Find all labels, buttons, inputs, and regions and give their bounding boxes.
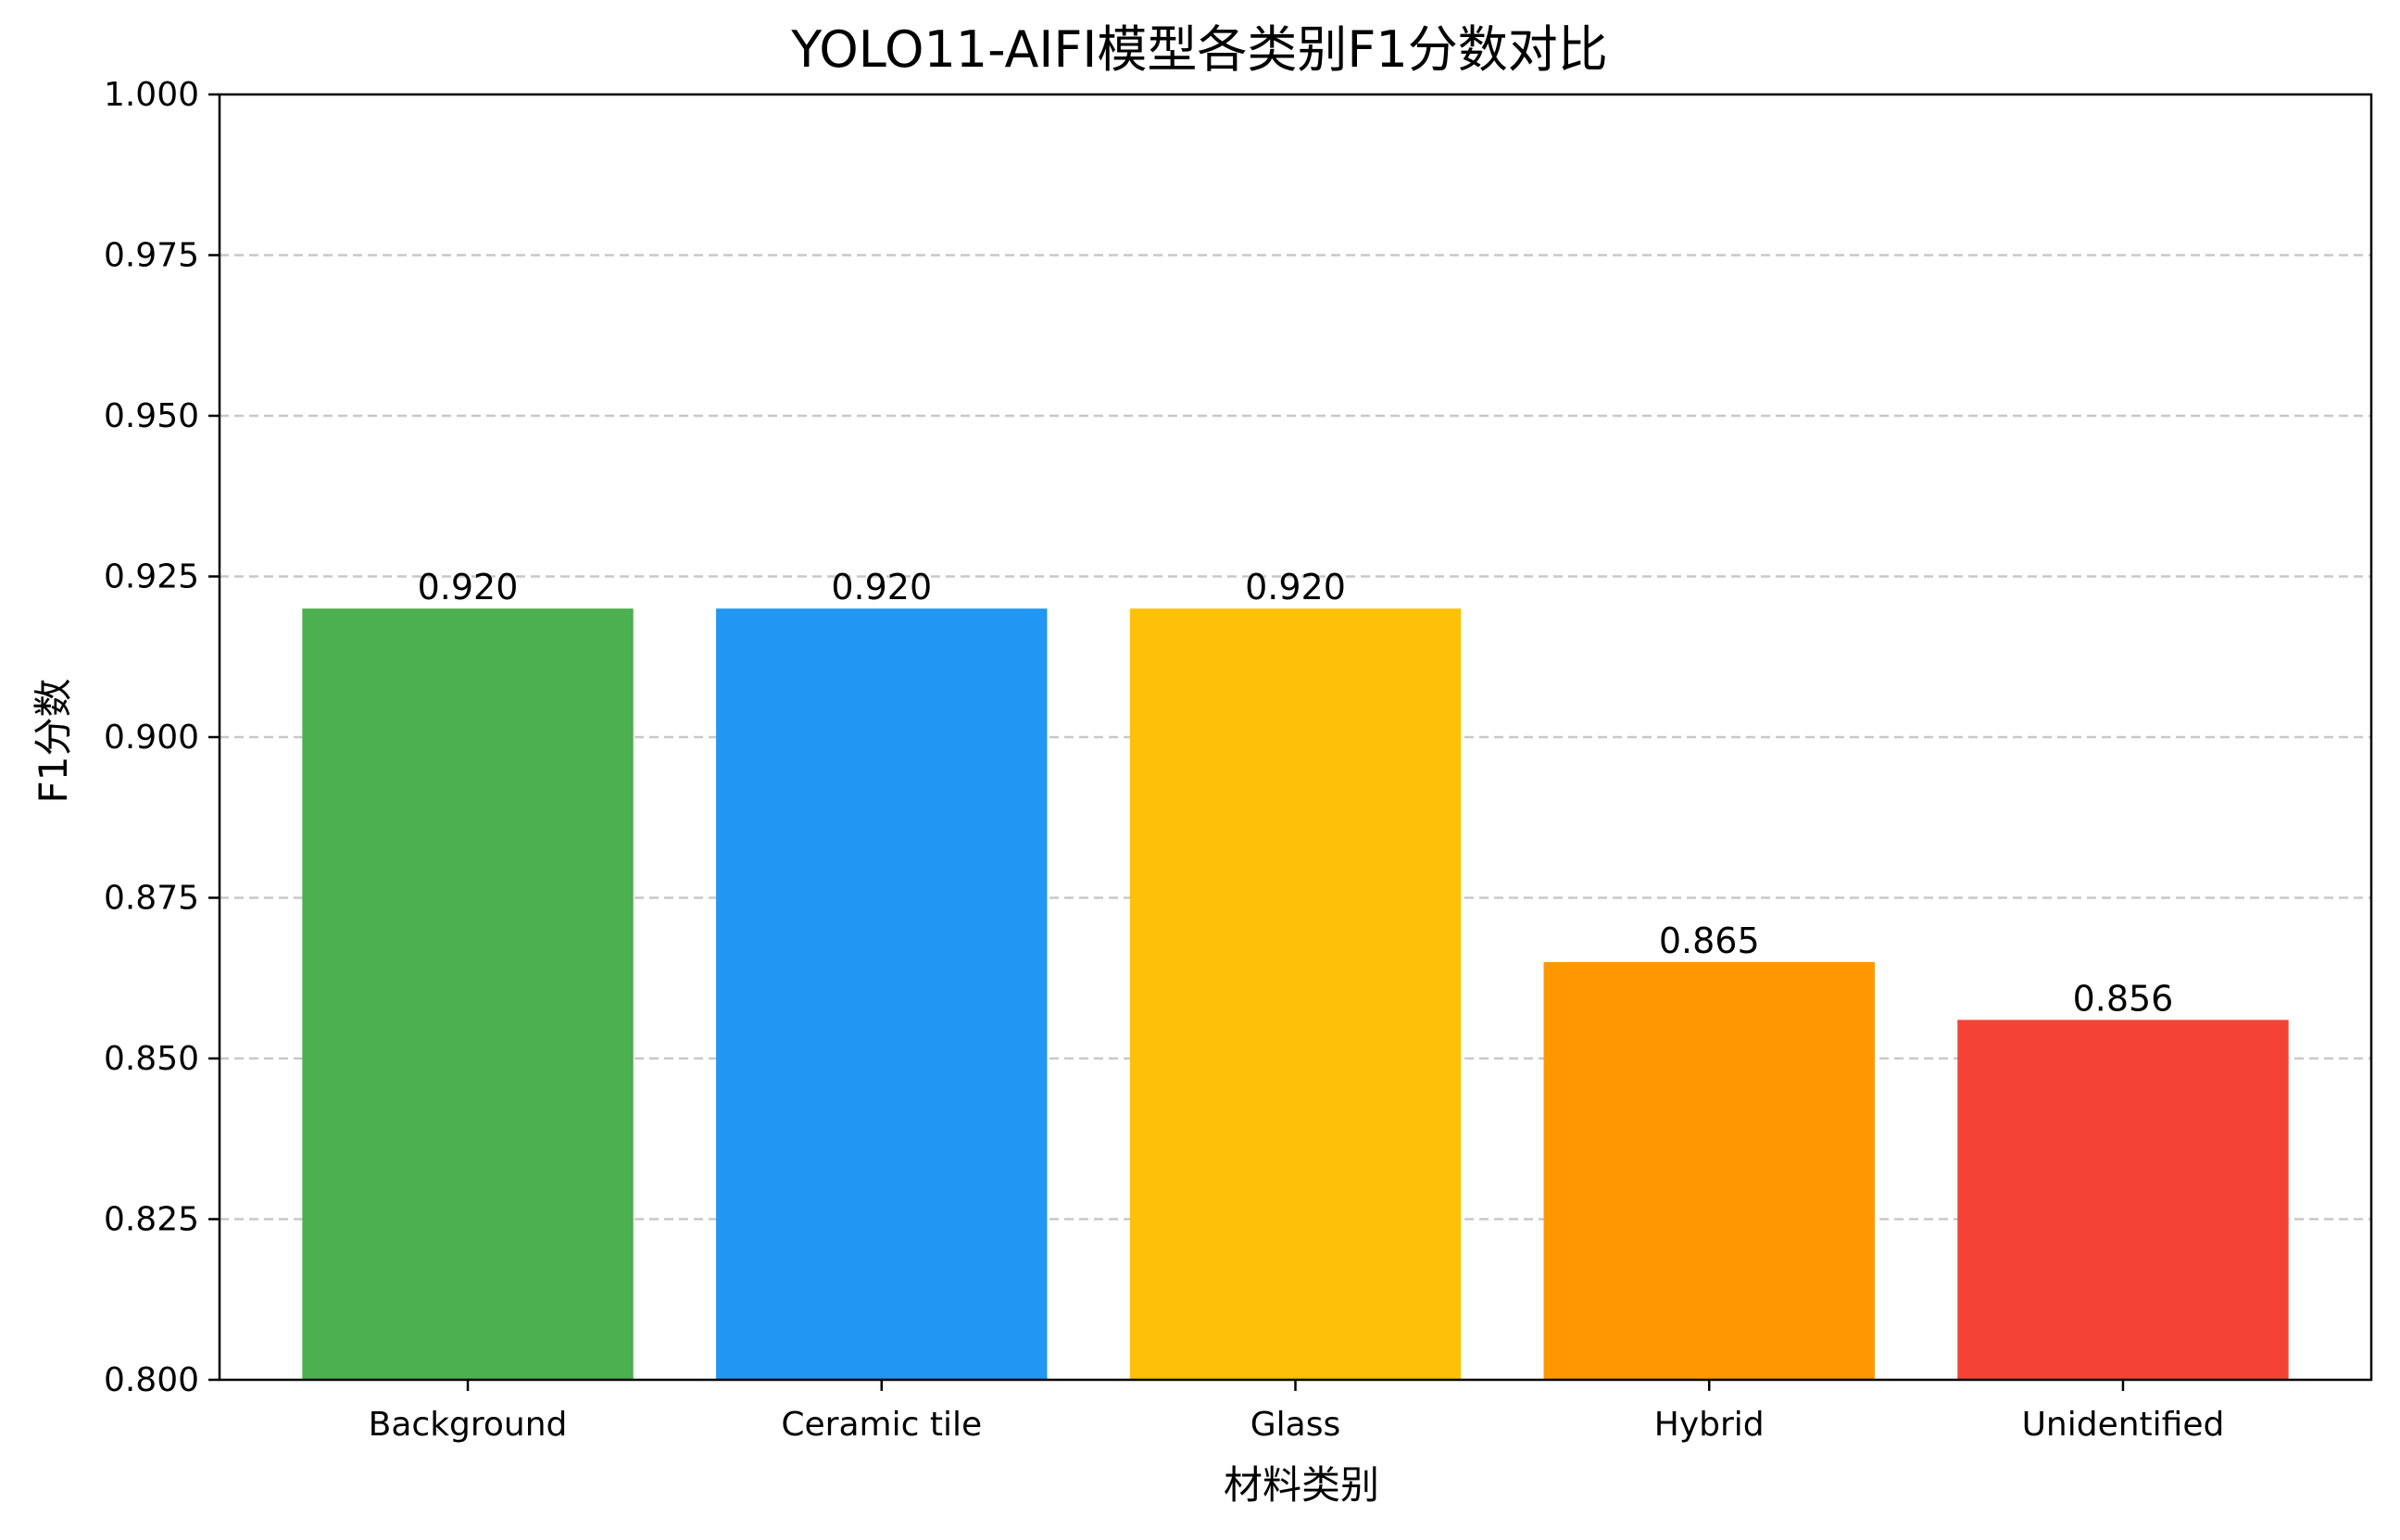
bar-value-label: 0.920 [831,567,932,607]
bar-value-label: 0.920 [418,567,519,607]
bar [1957,1020,2289,1380]
bar [716,608,1048,1380]
bar-value-labels: 0.920 0.920 0.920 0.865 0.856 [418,567,2174,1019]
x-tick-label: Ceramic tile [781,1406,982,1444]
x-tick-label: Hybrid [1654,1406,1765,1444]
y-tick-label: 1.000 [104,76,199,114]
bar-value-label: 0.920 [1245,567,1346,607]
plot-frame [218,93,2373,1382]
bar [1543,961,1875,1380]
bars [302,608,2289,1380]
y-tick-label: 0.800 [104,1361,199,1399]
chart-title: YOLO11-AIFI模型各类别F1分数对比 [790,20,1607,79]
y-tick-label: 0.975 [104,237,199,275]
x-axis-label: 材料类别 [1224,1462,1379,1508]
bar-value-label: 0.856 [2073,978,2174,1019]
axes: 0.800 0.825 0.850 0.875 0.900 0.925 0.950 0.975… [104,76,2373,1444]
y-tick-label: 0.950 [104,397,199,435]
bar [1129,608,1462,1380]
y-tick-label: 0.925 [104,558,199,596]
x-tick-label: Background [369,1406,568,1444]
bar [302,608,634,1380]
y-axis-label: F1分数 [31,679,76,804]
x-tick-label: Glass [1250,1406,1340,1444]
y-tick-label: 0.900 [104,719,199,757]
bar-value-label: 0.865 [1659,920,1760,961]
y-tick-label: 0.850 [104,1040,199,1078]
x-tick-label: Unidentified [2022,1406,2225,1444]
y-tick-label: 0.825 [104,1201,199,1239]
y-tick-label: 0.875 [104,880,199,918]
